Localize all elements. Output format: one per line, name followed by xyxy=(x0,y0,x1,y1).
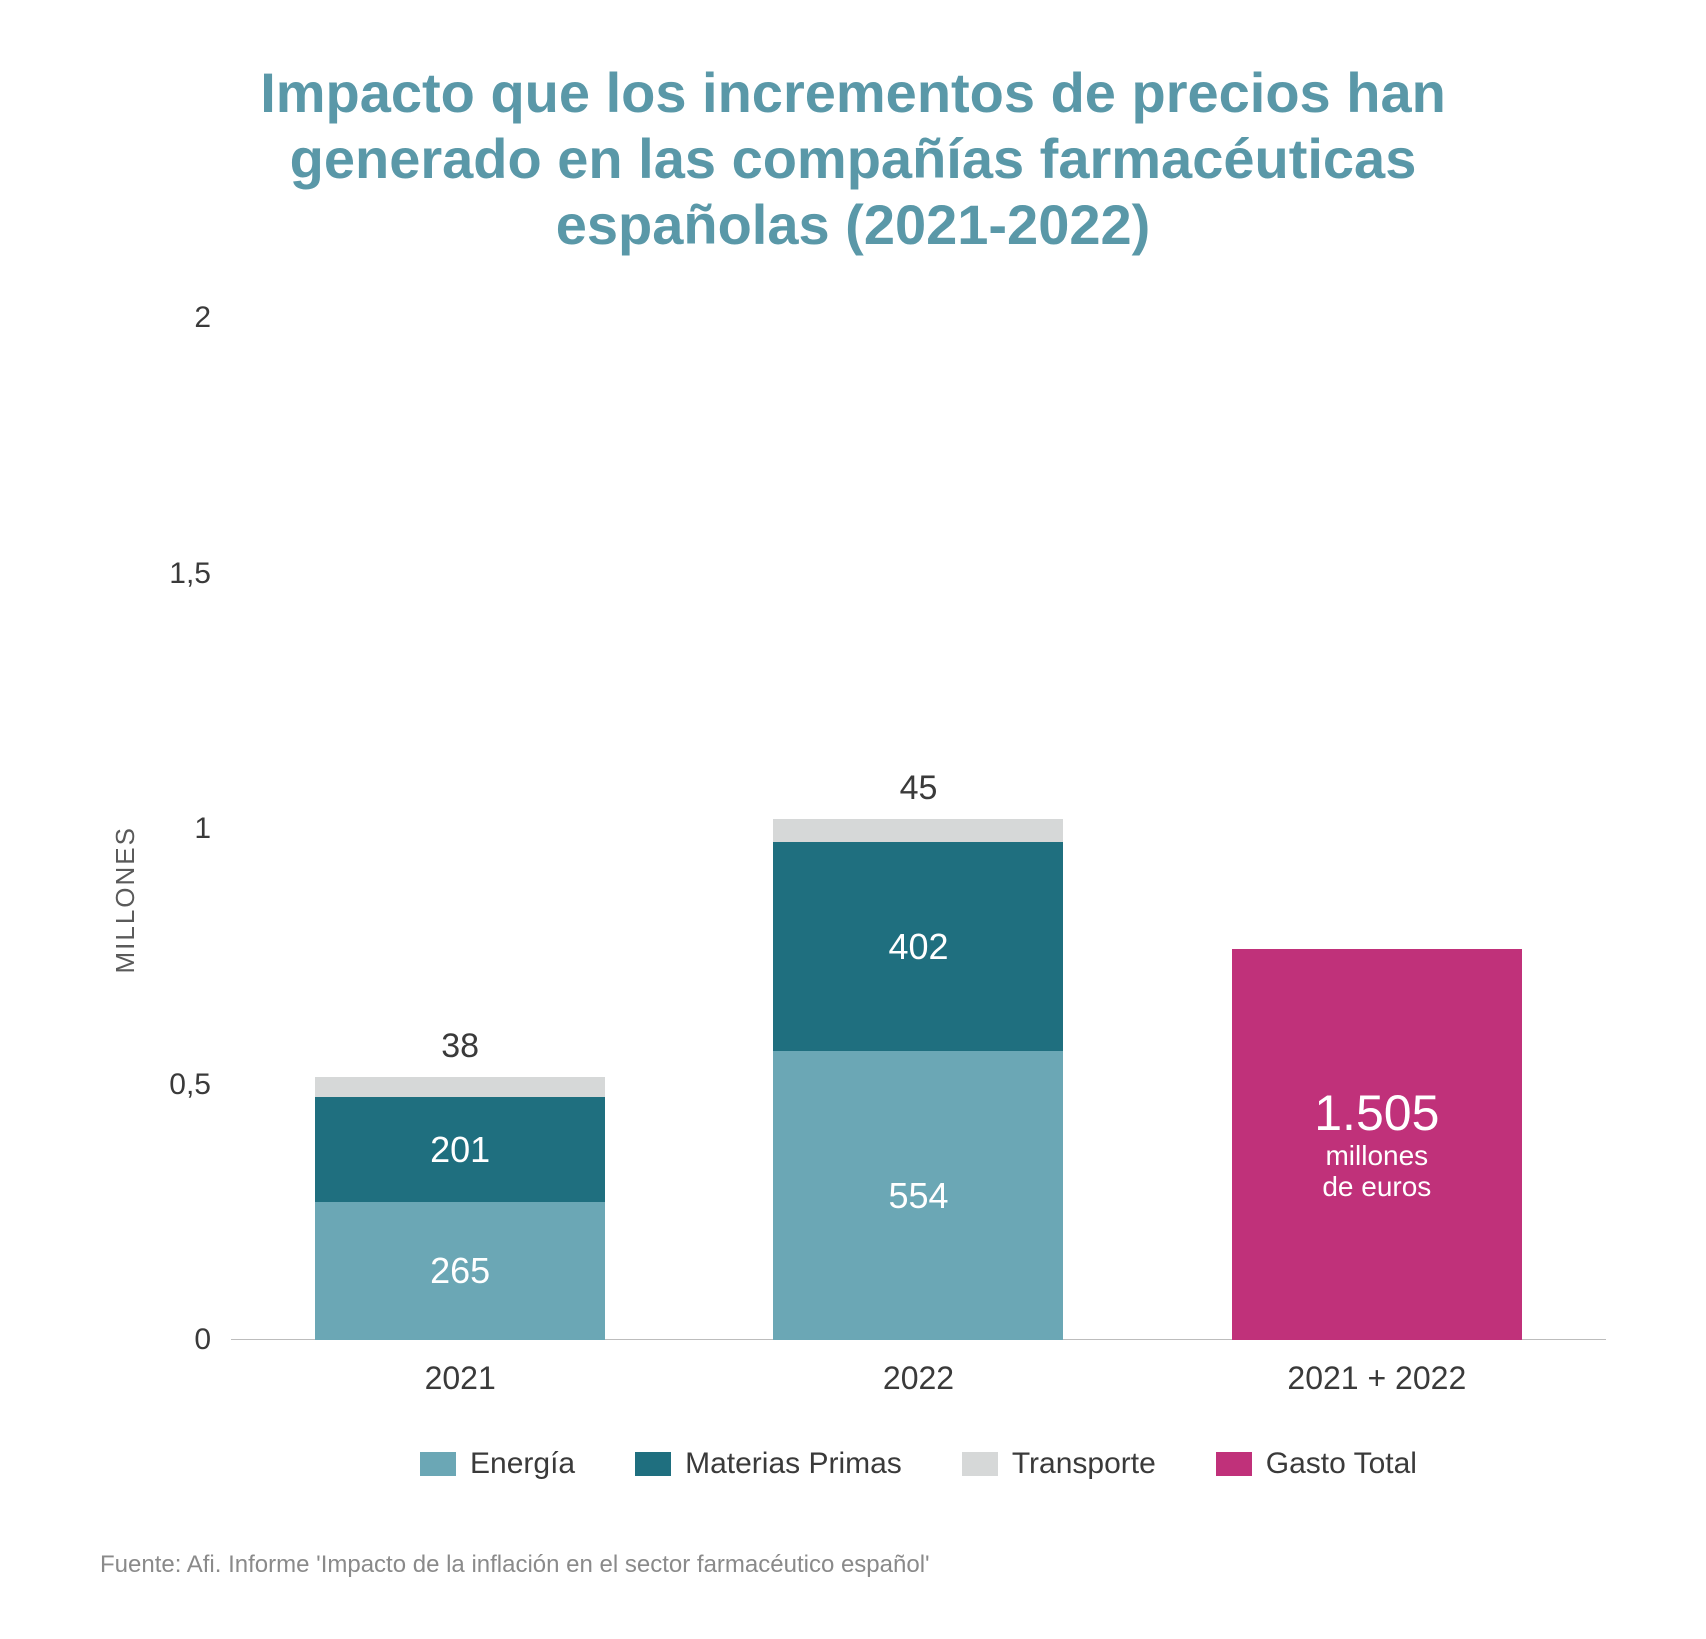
bar-2021-top-label: 38 xyxy=(315,1027,605,1066)
bar-2021-materias: 201 xyxy=(315,1097,605,1202)
bar-2022-top-label: 45 xyxy=(773,769,1063,808)
legend-item-energia: Energía xyxy=(420,1447,575,1481)
bars-group: 38 265 201 45 554 402 xyxy=(231,318,1606,1340)
legend-swatch-energia xyxy=(420,1452,456,1476)
legend-label-energia: Energía xyxy=(470,1447,575,1481)
bar-2021: 38 265 201 xyxy=(315,1077,605,1340)
bar-2022: 45 554 402 xyxy=(773,819,1063,1341)
bar-slot-total: 1.505 millones de euros xyxy=(1148,318,1606,1340)
x-axis-labels: 2021 2022 2021 + 2022 xyxy=(231,1360,1606,1397)
y-tick-0: 0 xyxy=(194,1323,211,1357)
legend-item-transporte: Transporte xyxy=(962,1447,1156,1481)
source-citation: Fuente: Afi. Informe 'Impacto de la infl… xyxy=(100,1551,1606,1579)
x-label-2022: 2022 xyxy=(689,1360,1147,1397)
bar-total-segment: 1.505 millones de euros xyxy=(1232,949,1522,1340)
bar-2022-transporte xyxy=(773,819,1063,842)
bar-2022-energia-label: 554 xyxy=(888,1175,948,1217)
legend-swatch-total xyxy=(1216,1452,1252,1476)
chart-title: Impacto que los incrementos de precios h… xyxy=(153,60,1553,258)
legend-item-materias: Materias Primas xyxy=(635,1447,902,1481)
legend-swatch-transporte xyxy=(962,1452,998,1476)
plot-wrapper: 0 0,5 1 1,5 2 38 265 201 xyxy=(141,318,1606,1481)
bar-2022-materias-label: 402 xyxy=(888,926,948,968)
y-tick-05: 0,5 xyxy=(169,1068,211,1102)
legend-label-total: Gasto Total xyxy=(1266,1447,1417,1481)
y-ticks: 0 0,5 1 1,5 2 xyxy=(141,318,221,1340)
y-tick-2: 2 xyxy=(194,301,211,335)
bar-2021-materias-label: 201 xyxy=(430,1129,490,1171)
bar-total-subtitle: millones de euros xyxy=(1314,1141,1439,1203)
legend-item-total: Gasto Total xyxy=(1216,1447,1417,1481)
y-axis-label: MILLONES xyxy=(100,826,141,974)
bar-2021-energia: 265 xyxy=(315,1202,605,1340)
bar-total-value: 1.505 xyxy=(1314,1086,1439,1141)
bar-2022-materias: 402 xyxy=(773,842,1063,1051)
bar-2021-transporte xyxy=(315,1077,605,1097)
bar-slot-2021: 38 265 201 xyxy=(231,318,689,1340)
chart-area: MILLONES 0 0,5 1 1,5 2 38 xyxy=(100,318,1606,1481)
bar-slot-2022: 45 554 402 xyxy=(689,318,1147,1340)
legend-label-materias: Materias Primas xyxy=(685,1447,902,1481)
bar-2022-energia: 554 xyxy=(773,1051,1063,1340)
bar-2021-energia-label: 265 xyxy=(430,1250,490,1292)
x-label-2021: 2021 xyxy=(231,1360,689,1397)
plot: 0 0,5 1 1,5 2 38 265 201 xyxy=(141,318,1606,1340)
y-tick-15: 1,5 xyxy=(169,557,211,591)
x-label-total: 2021 + 2022 xyxy=(1148,1360,1606,1397)
bar-total: 1.505 millones de euros xyxy=(1232,949,1522,1340)
legend: Energía Materias Primas Transporte Gasto… xyxy=(231,1447,1606,1481)
legend-label-transporte: Transporte xyxy=(1012,1447,1156,1481)
chart-container: Impacto que los incrementos de precios h… xyxy=(0,0,1706,1639)
bar-total-label: 1.505 millones de euros xyxy=(1314,1086,1439,1203)
y-tick-1: 1 xyxy=(194,812,211,846)
legend-swatch-materias xyxy=(635,1452,671,1476)
